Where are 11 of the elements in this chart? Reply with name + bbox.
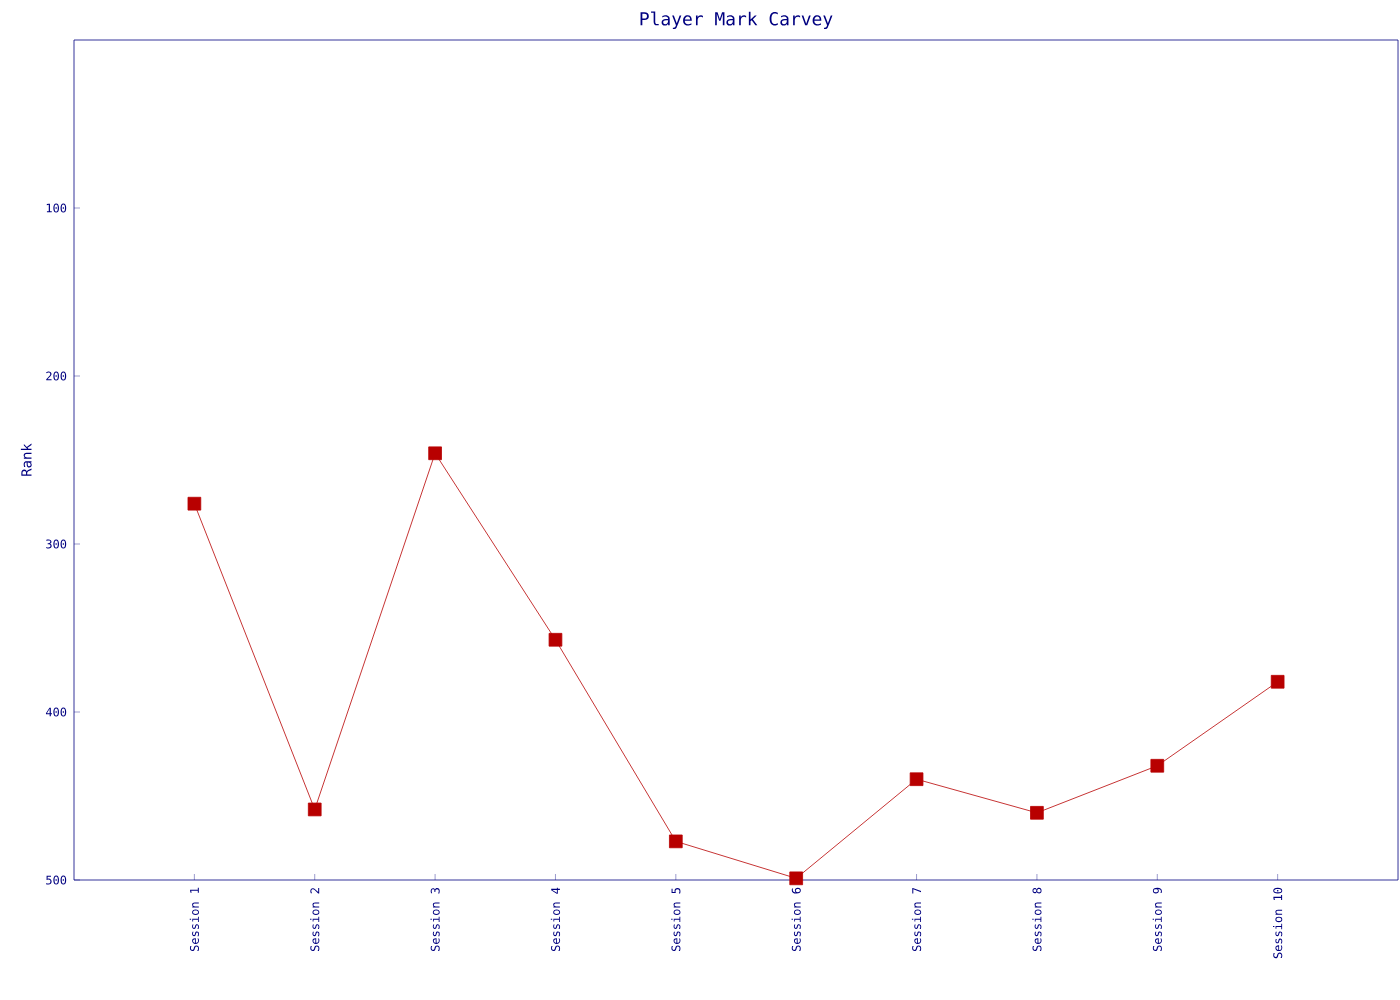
chart-title: Player Mark Carvey bbox=[640, 11, 833, 29]
point bbox=[1150, 758, 1165, 773]
point bbox=[1270, 674, 1285, 689]
point bbox=[1030, 806, 1044, 820]
point bbox=[428, 446, 442, 461]
point bbox=[307, 802, 322, 817]
point bbox=[187, 496, 202, 511]
point bbox=[548, 632, 563, 647]
point bbox=[669, 834, 683, 849]
point bbox=[789, 871, 803, 886]
point bbox=[909, 772, 924, 787]
